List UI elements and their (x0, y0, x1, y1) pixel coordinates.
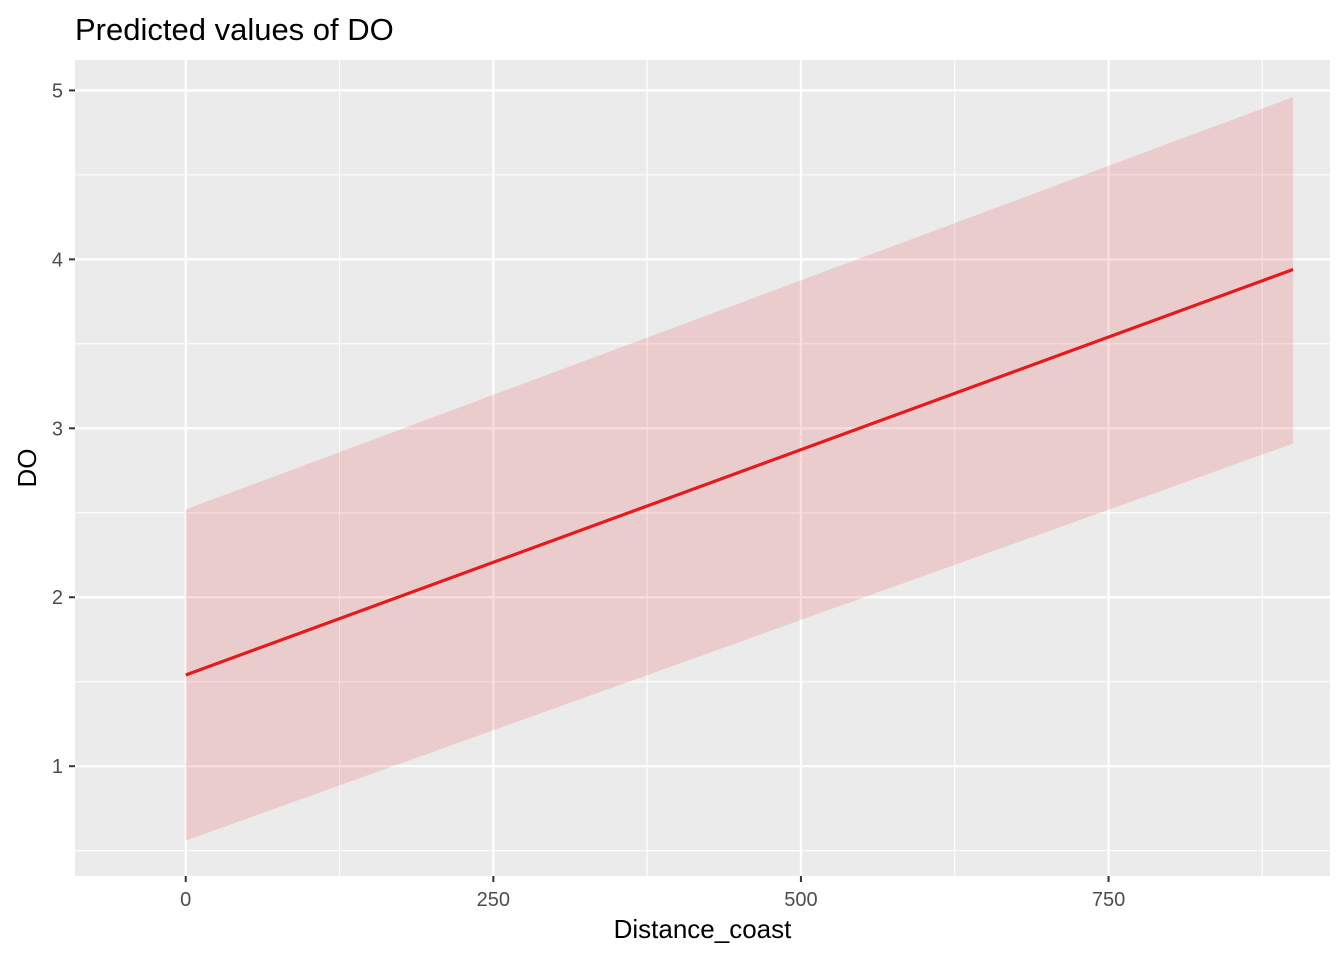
prediction-line-layer (185, 267, 1294, 677)
y-tick-label: 5 (52, 80, 63, 102)
x-axis-title: Distance_coast (614, 914, 793, 944)
y-tick-label: 4 (52, 249, 63, 271)
y-tick-label: 2 (52, 587, 63, 609)
x-axis-ticks: 0 250 500 750 (180, 876, 1125, 911)
x-tick-label: 500 (784, 889, 817, 911)
major-gridlines (75, 60, 1330, 876)
y-axis-ticks: 1 2 3 4 5 (52, 80, 75, 778)
prediction-line (185, 267, 1294, 677)
plot-panel-background (75, 60, 1330, 876)
y-axis-title: DO (12, 449, 42, 488)
x-tick-label: 750 (1092, 889, 1125, 911)
confidence-ribbon-layer (185, 97, 1294, 841)
x-tick-label: 0 (180, 889, 191, 911)
chart-title: Predicted values of DO (75, 12, 394, 47)
confidence-ribbon (185, 97, 1294, 841)
x-tick-label: 250 (477, 889, 510, 911)
minor-gridlines (75, 60, 1330, 876)
y-tick-label: 3 (52, 418, 63, 440)
y-tick-label: 1 (52, 756, 63, 778)
